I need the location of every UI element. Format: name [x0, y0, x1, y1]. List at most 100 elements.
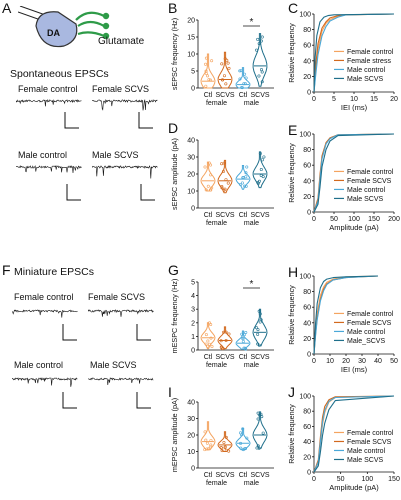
data-point — [225, 58, 229, 62]
data-point — [208, 445, 212, 449]
data-point — [204, 438, 208, 442]
scale-bar-1 — [64, 112, 79, 129]
x-tick-label: 50 — [337, 476, 345, 483]
data-point — [258, 320, 262, 324]
data-point — [221, 78, 225, 82]
trace-line — [92, 98, 158, 111]
y-tick-label: 20 — [303, 74, 311, 81]
x-axis-label: Amplitude (pA) — [329, 223, 379, 232]
y-tick-label: 0 — [307, 470, 311, 477]
data-point — [220, 62, 224, 66]
x-tick-label: 200 — [388, 216, 400, 223]
data-point — [259, 68, 263, 72]
trace-label-female-scvs: Female SCVS — [92, 84, 150, 94]
data-point — [241, 336, 245, 340]
data-point — [227, 66, 231, 70]
x-tick-label: 15 — [370, 96, 378, 103]
panel-label-a: A — [2, 0, 12, 16]
x-tick-label: 10 — [326, 358, 334, 365]
y-tick-label: 100 — [299, 12, 311, 19]
x-tick-label: 100 — [361, 476, 373, 483]
panel-label-e: E — [288, 122, 298, 138]
x-tick-label: 20 — [342, 358, 350, 365]
trace-mini-female-scvs — [88, 309, 154, 317]
scale-bar-3 — [66, 184, 81, 201]
y-tick-label: 1 — [191, 334, 195, 341]
data-point — [257, 42, 261, 46]
y-axis-label: Relative frequency — [287, 404, 296, 464]
data-point — [204, 333, 208, 337]
x-tick-label: 0 — [312, 96, 316, 103]
x-tick-label: Ctl — [204, 354, 213, 361]
data-point — [208, 78, 212, 82]
data-point — [257, 413, 261, 417]
y-tick-label: 10 — [187, 449, 195, 456]
data-point — [259, 168, 263, 172]
y-tick-label: 0 — [191, 86, 195, 93]
x-tick-label: 50 — [390, 358, 398, 365]
trace-mini-male-scvs — [88, 377, 154, 386]
x-tick-label: SCVS — [215, 92, 234, 99]
legend-label-4: Male SCVS — [347, 196, 384, 203]
legend-label-4: Male_SCVS — [347, 338, 385, 345]
data-point — [244, 76, 248, 80]
series-line-4 — [313, 133, 395, 213]
data-point — [204, 69, 208, 73]
y-tick-label: 80 — [303, 289, 311, 296]
group-label-female: female — [206, 100, 227, 107]
y-tick-label: 40 — [303, 58, 311, 65]
x-tick-label: 0 — [312, 358, 316, 365]
mini-label-female-control: Female control — [14, 292, 74, 302]
y-tick-label: 20 — [187, 18, 195, 25]
y-tick-label: 100 — [299, 132, 311, 139]
x-tick-label: SCVS — [250, 354, 269, 361]
data-point — [245, 165, 249, 169]
data-point — [221, 170, 225, 174]
group-label-male: male — [244, 220, 259, 227]
data-point — [224, 435, 228, 439]
data-point — [256, 332, 260, 336]
series-line-4 — [313, 395, 395, 473]
data-point — [223, 445, 227, 449]
y-tick-label: 2 — [191, 320, 195, 327]
data-point — [258, 151, 262, 155]
data-point — [259, 173, 263, 177]
data-point — [210, 59, 214, 63]
spontaneous-title: Spontaneous EPSCs — [10, 68, 109, 80]
x-tick-label: 100 — [348, 216, 360, 223]
y-tick-label: 3 — [191, 307, 195, 314]
trace-label-male-control: Male control — [18, 150, 68, 160]
violin-1 — [200, 421, 216, 451]
trace-mini-female-control — [12, 309, 78, 318]
data-point — [241, 176, 245, 180]
trace-spont-male-control — [16, 165, 82, 174]
violin-2 — [217, 51, 233, 89]
y-tick-label: 0 — [307, 352, 311, 359]
y-tick-label: 60 — [303, 163, 311, 170]
y-tick-label: 4 — [191, 293, 195, 300]
x-tick-label: SCVS — [215, 472, 234, 479]
y-tick-label: 40 — [303, 439, 311, 446]
x-tick-label: SCVS — [250, 472, 269, 479]
glutamate-axons — [75, 11, 105, 38]
data-point — [220, 162, 224, 166]
y-tick-label: 40 — [303, 178, 311, 185]
data-point — [203, 448, 207, 452]
data-point — [206, 74, 210, 78]
legend-label-2: Female SCVS — [347, 320, 392, 327]
y-axis-label: mEPSC amplitude (pA) — [170, 398, 179, 472]
series-line-3 — [313, 275, 379, 355]
data-point — [241, 339, 245, 343]
y-tick-label: 0 — [191, 348, 195, 355]
data-point — [209, 163, 213, 167]
panel-label-g: G — [168, 262, 179, 278]
data-point — [243, 184, 247, 188]
data-point — [209, 438, 213, 442]
data-point — [255, 48, 259, 52]
y-axis-label: sEPSC frequency (Hz) — [170, 18, 179, 90]
panel-label-i: I — [168, 384, 172, 400]
x-tick-label: Ctl — [204, 472, 213, 479]
x-axis-label: IEI (ms) — [341, 365, 368, 374]
